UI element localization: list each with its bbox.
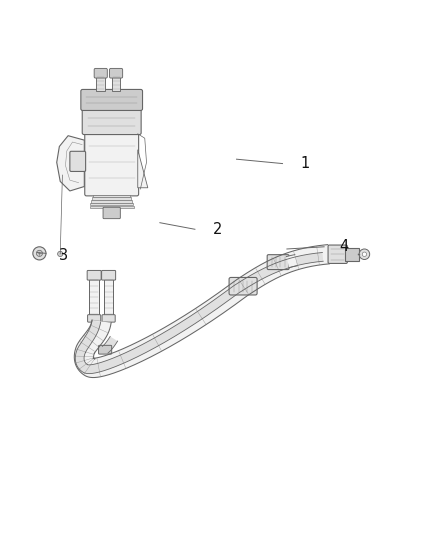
FancyBboxPatch shape xyxy=(70,151,86,172)
Bar xyxy=(91,200,132,203)
Circle shape xyxy=(33,247,46,260)
FancyBboxPatch shape xyxy=(328,245,347,263)
Bar xyxy=(89,278,99,317)
FancyBboxPatch shape xyxy=(102,270,116,280)
Text: 1: 1 xyxy=(300,156,309,171)
Polygon shape xyxy=(74,245,329,377)
FancyBboxPatch shape xyxy=(229,278,257,295)
Text: 2: 2 xyxy=(212,222,222,237)
Bar xyxy=(93,195,131,197)
FancyBboxPatch shape xyxy=(110,68,123,78)
FancyBboxPatch shape xyxy=(85,129,138,196)
FancyBboxPatch shape xyxy=(87,270,101,280)
Polygon shape xyxy=(57,136,84,191)
Polygon shape xyxy=(102,336,118,353)
FancyBboxPatch shape xyxy=(94,68,107,78)
Bar xyxy=(104,278,113,317)
Bar xyxy=(92,197,131,200)
Bar xyxy=(96,75,105,91)
FancyBboxPatch shape xyxy=(102,314,115,322)
Polygon shape xyxy=(75,253,323,374)
Bar xyxy=(90,203,133,205)
Circle shape xyxy=(58,251,63,256)
Text: 3: 3 xyxy=(59,248,68,263)
Polygon shape xyxy=(138,150,148,188)
FancyBboxPatch shape xyxy=(82,107,141,134)
FancyBboxPatch shape xyxy=(81,90,142,110)
Text: 4: 4 xyxy=(339,239,349,254)
Bar xyxy=(112,75,120,91)
Bar xyxy=(89,206,134,208)
FancyBboxPatch shape xyxy=(103,207,120,219)
FancyBboxPatch shape xyxy=(88,314,101,322)
FancyBboxPatch shape xyxy=(345,248,359,261)
Circle shape xyxy=(362,252,367,256)
FancyBboxPatch shape xyxy=(99,345,112,354)
FancyBboxPatch shape xyxy=(267,255,289,270)
Polygon shape xyxy=(286,255,297,268)
Circle shape xyxy=(36,251,42,256)
Circle shape xyxy=(359,249,370,260)
